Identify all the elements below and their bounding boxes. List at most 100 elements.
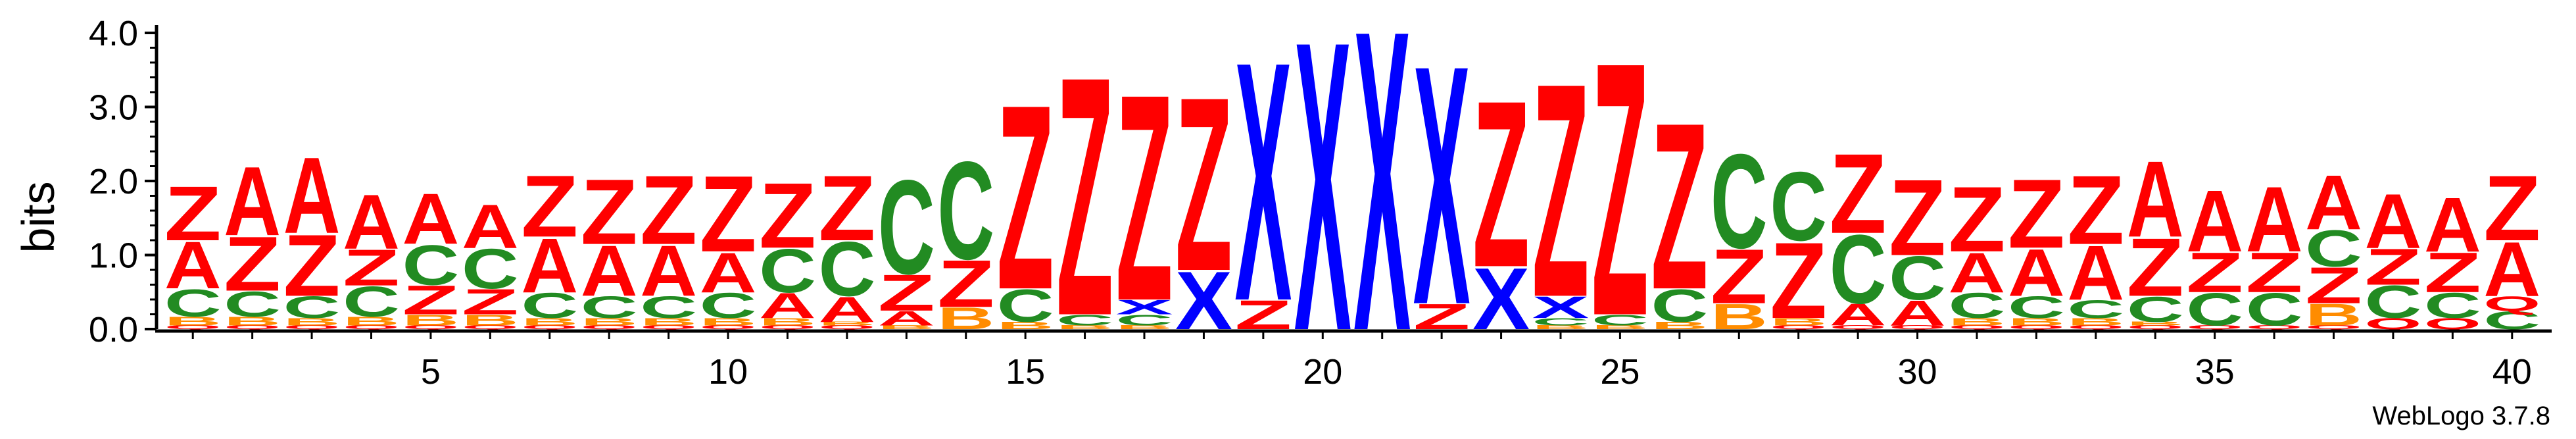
glyph-C-pos-10: C <box>700 285 757 326</box>
glyph-Z-pos-37: Z <box>2305 257 2362 315</box>
x-tick-label: 30 <box>1897 352 1937 392</box>
glyph-B-pos-15: B <box>997 320 1054 332</box>
glyph-A-pos-10: A <box>700 241 757 305</box>
glyph-C-pos-14: C <box>937 132 994 288</box>
glyph-B-pos-4: B <box>343 315 400 328</box>
y-tick-label: 0.0 <box>89 310 138 349</box>
glyph-B-pos-34: B <box>2127 321 2184 326</box>
glyph-C-pos-17: C <box>1116 311 1173 328</box>
glyph-A-pos-12: A <box>818 289 875 330</box>
glyph-Q-pos-31: Q <box>1949 324 2006 330</box>
glyph-Q-pos-2: Q <box>224 324 281 330</box>
glyph-C-pos-34: C <box>2127 289 2184 330</box>
glyph-Z-pos-29: Z <box>1830 130 1887 257</box>
glyph-B-pos-7: B <box>521 316 578 328</box>
x-tick-label: 5 <box>421 352 441 392</box>
glyph-C-pos-27: C <box>1711 126 1768 276</box>
x-tick-label: 10 <box>708 352 748 392</box>
glyph-A-pos-13: A <box>878 307 935 330</box>
glyph-A-pos-37: A <box>2305 159 2362 246</box>
glyph-Z-pos-6: Z <box>462 281 519 322</box>
glyph-A-pos-1: A <box>164 228 222 303</box>
glyph-Z-pos-1: Z <box>164 170 222 257</box>
glyph-Q-pos-32: Q <box>2008 324 2065 330</box>
glyph-Q-pos-8: Q <box>581 324 638 330</box>
x-tick-label: 40 <box>2492 352 2532 392</box>
glyph-X-pos-21: X <box>1353 0 1411 421</box>
glyph-Z-pos-14: Z <box>937 247 994 322</box>
glyph-Q-pos-12: Q <box>818 324 875 330</box>
glyph-C-pos-2: C <box>224 284 281 324</box>
glyph-Z-pos-33: Z <box>2067 155 2124 265</box>
x-tick-label: 25 <box>1600 352 1640 392</box>
glyph-B-pos-25: B <box>1592 324 1649 330</box>
glyph-A-pos-6: A <box>462 192 519 261</box>
glyph-B-pos-26: B <box>1651 320 1708 332</box>
y-axis-label: bits <box>12 182 64 253</box>
glyph-X-pos-24: X <box>1532 290 1590 324</box>
y-tick-label: 3.0 <box>89 88 138 128</box>
glyph-Z-pos-40: Z <box>2483 157 2540 261</box>
glyph-A-pos-30: A <box>1889 292 1946 333</box>
glyph-B-pos-17: B <box>1116 324 1173 330</box>
glyph-A-pos-9: A <box>640 231 697 311</box>
glyph-Z-pos-9: Z <box>640 155 697 265</box>
glyph-B-pos-2: B <box>224 315 281 328</box>
glyph-A-pos-29: A <box>1830 297 1887 332</box>
glyph-B-pos-33: B <box>2067 316 2124 328</box>
glyph-X-pos-20: X <box>1294 0 1351 417</box>
glyph-C-pos-32: C <box>2008 290 2065 325</box>
glyph-A-pos-8: A <box>581 231 638 311</box>
glyph-A-pos-38: A <box>2365 178 2422 265</box>
glyph-Z-pos-35: Z <box>2186 241 2243 304</box>
glyph-A-pos-33: A <box>2067 230 2124 317</box>
glyph-C-pos-4: C <box>343 277 400 326</box>
glyph-A-pos-36: A <box>2246 167 2303 271</box>
glyph-B-pos-10: B <box>700 316 757 328</box>
glyph-Z-pos-25: Z <box>1592 0 1649 392</box>
glyph-Z-pos-32: Z <box>2008 159 2065 269</box>
glyph-Q-pos-1: Q <box>164 324 222 330</box>
y-tick-label: 4.0 <box>89 14 138 53</box>
glyph-A-pos-11: A <box>759 285 816 326</box>
glyph-B-pos-31: B <box>1949 316 2006 328</box>
glyph-C-pos-11: C <box>759 236 816 305</box>
glyph-A-pos-32: A <box>2008 235 2065 310</box>
glyph-Q-pos-10: Q <box>700 324 757 330</box>
glyph-Z-pos-7: Z <box>521 157 578 255</box>
glyph-Q-pos-11: Q <box>759 324 816 330</box>
glyph-A-pos-4: A <box>343 178 400 265</box>
glyph-Z-pos-28: Z <box>1770 220 1827 341</box>
y-tick-label: 2.0 <box>89 162 138 201</box>
glyph-Z-pos-16: Z <box>1056 5 1113 387</box>
glyph-Z-pos-15: Z <box>997 50 1054 345</box>
glyph-B-pos-16: B <box>1056 324 1113 330</box>
glyph-Z-pos-18: Z <box>1175 46 1232 323</box>
glyph-Z-pos-4: Z <box>343 239 400 297</box>
glyph-A-pos-35: A <box>2186 172 2243 270</box>
glyph-C-pos-9: C <box>640 290 697 325</box>
glyph-Z-pos-2: Z <box>224 220 281 307</box>
glyph-B-pos-9: B <box>640 316 697 328</box>
glyph-C-pos-12: C <box>818 226 875 313</box>
glyph-Z-pos-31: Z <box>1949 168 2006 272</box>
glyph-A-pos-40: A <box>2483 226 2540 313</box>
glyph-C-pos-28: C <box>1770 151 1827 261</box>
glyph-Z-pos-11: Z <box>759 165 816 269</box>
glyph-C-pos-35: C <box>2186 284 2243 336</box>
glyph-C-pos-25: C <box>1592 311 1649 328</box>
glyph-B-pos-13: B <box>878 324 935 330</box>
glyph-B-pos-11: B <box>759 316 816 328</box>
glyph-Q-pos-36: Q <box>2246 324 2303 330</box>
glyph-B-pos-28: B <box>1770 316 1827 328</box>
glyph-A-pos-31: A <box>1949 241 2006 305</box>
glyph-X-pos-22: X <box>1413 0 1470 376</box>
glyph-C-pos-7: C <box>521 285 578 326</box>
glyph-Q-pos-6: Q <box>462 324 519 330</box>
glyph-C-pos-30: C <box>1889 243 1946 313</box>
glyph-C-pos-8: C <box>581 290 638 325</box>
glyph-B-pos-12: B <box>818 321 875 326</box>
glyph-C-pos-13: C <box>878 151 935 302</box>
glyph-A-pos-2: A <box>224 146 281 256</box>
glyph-C-pos-37: C <box>2305 219 2362 277</box>
